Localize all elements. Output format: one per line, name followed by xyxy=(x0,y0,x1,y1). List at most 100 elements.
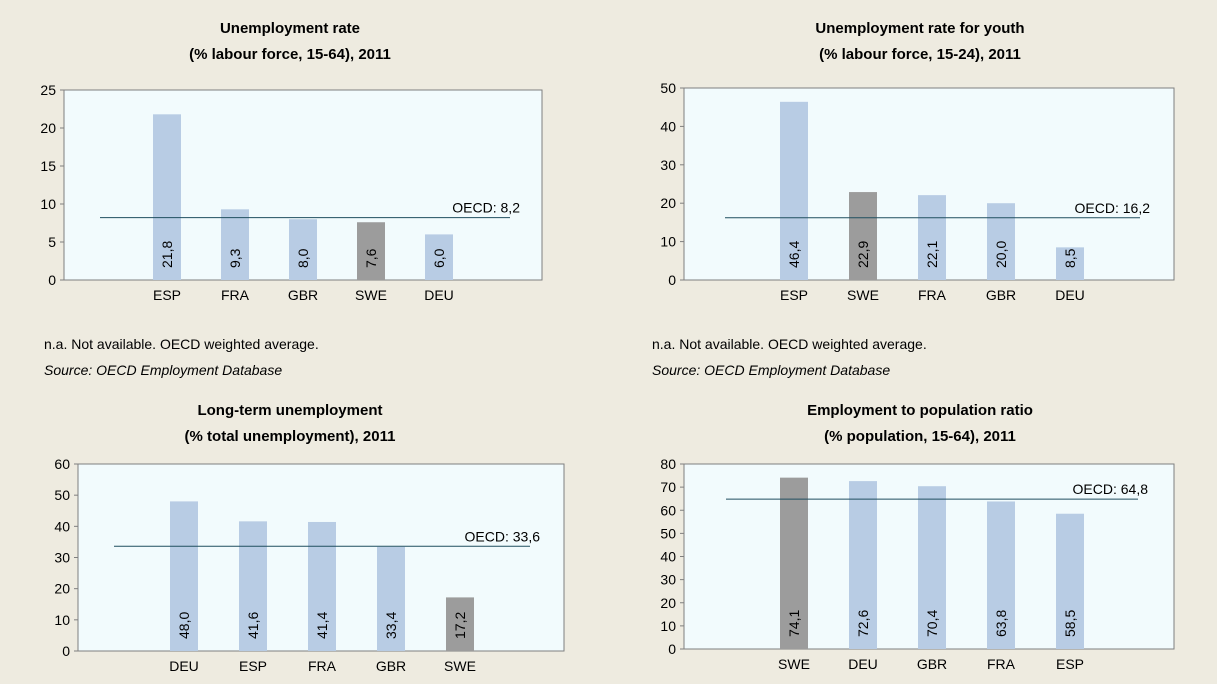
source-text: Source: OECD Employment Database xyxy=(652,362,891,378)
data-label: 33,4 xyxy=(383,612,399,639)
y-tick-label: 30 xyxy=(660,157,676,173)
note-text: n.a. Not available. OECD weighted averag… xyxy=(652,336,927,352)
x-tick-label: GBR xyxy=(917,656,947,672)
data-label: 41,4 xyxy=(314,612,330,639)
data-label: 46,4 xyxy=(786,241,802,268)
data-label: 48,0 xyxy=(176,612,192,639)
y-tick-label: 0 xyxy=(668,272,676,288)
note-text: n.a. Not available. OECD weighted averag… xyxy=(44,336,319,352)
data-label: 20,0 xyxy=(993,241,1009,268)
source-text: Source: OECD Employment Database xyxy=(44,362,283,378)
bar-gbr xyxy=(918,486,946,649)
bar-gbr xyxy=(289,219,317,280)
y-tick-label: 40 xyxy=(660,549,676,565)
y-tick-label: 10 xyxy=(660,618,676,634)
chart-title-line: Employment to population ratio xyxy=(807,402,1033,419)
y-tick-label: 5 xyxy=(48,234,56,250)
x-tick-label: FRA xyxy=(987,656,1016,672)
y-tick-label: 10 xyxy=(40,196,56,212)
y-tick-label: 0 xyxy=(62,643,70,659)
y-tick-label: 40 xyxy=(660,118,676,134)
x-tick-label: GBR xyxy=(288,287,318,303)
data-label: 17,2 xyxy=(452,612,468,639)
data-label: 22,9 xyxy=(855,241,871,268)
chart-employment-ratio: 0 10 20 30 40 50 60 70 80 SWE 74,1 DEU 72,6 GBR 70,4 FR… xyxy=(660,456,1175,672)
oecd-average-label: OECD: 8,2 xyxy=(452,200,520,216)
oecd-average-label: OECD: 16,2 xyxy=(1075,200,1151,216)
x-tick-label: ESP xyxy=(153,287,181,303)
bar-gbr xyxy=(377,546,405,651)
bar-esp xyxy=(239,521,267,651)
y-tick-label: 50 xyxy=(660,525,676,541)
bar-swe xyxy=(357,222,385,280)
chart-subtitle-line: (% population, 15-64), 2011 xyxy=(824,428,1016,445)
chart-subtitle-line: (% total unemployment), 2011 xyxy=(184,428,396,445)
chart-youth-unemployment: 0 10 20 30 40 50 ESP 46,4 SWE 22,9 FRA 22,1 GBR 20,0 D… xyxy=(660,80,1175,303)
data-label: 21,8 xyxy=(159,241,175,268)
data-label: 63,8 xyxy=(993,610,1009,637)
data-label: 72,6 xyxy=(855,610,871,637)
y-tick-label: 25 xyxy=(40,82,56,98)
y-tick-label: 0 xyxy=(668,641,676,657)
bar-deu xyxy=(1056,247,1084,280)
y-tick-label: 10 xyxy=(660,234,676,250)
data-label: 41,6 xyxy=(245,612,261,639)
bar-swe xyxy=(780,477,808,649)
x-tick-label: DEU xyxy=(848,656,878,672)
bar-fra xyxy=(221,209,249,280)
y-tick-label: 30 xyxy=(54,550,70,566)
x-tick-label: DEU xyxy=(1055,287,1085,303)
oecd-average-label: OECD: 33,6 xyxy=(465,528,541,544)
x-tick-label: FRA xyxy=(308,658,337,674)
chart-title-employment-ratio: Employment to population ratio (% popula… xyxy=(720,398,1120,450)
y-tick-label: 50 xyxy=(660,80,676,96)
chart-note-unemployment-rate: n.a. Not available. OECD weighted averag… xyxy=(44,331,544,383)
y-tick-label: 20 xyxy=(54,581,70,597)
bar-swe xyxy=(849,192,877,280)
y-tick-label: 0 xyxy=(48,272,56,288)
y-tick-label: 40 xyxy=(54,518,70,534)
chart-title-line: Unemployment rate xyxy=(219,20,361,37)
x-tick-label: SWE xyxy=(847,287,879,303)
data-label: 9,3 xyxy=(227,248,243,268)
bar-esp xyxy=(153,114,181,280)
chart-title-unemployment-rate: Unemployment rate (% labour force, 15-64… xyxy=(90,16,490,68)
y-tick-label: 70 xyxy=(660,479,676,495)
y-tick-label: 30 xyxy=(660,572,676,588)
y-tick-label: 10 xyxy=(54,612,70,628)
chart-title-long-term-unemployment: Long-term unemployment (% total unemploy… xyxy=(90,398,490,450)
x-tick-label: SWE xyxy=(778,656,810,672)
bar-gbr xyxy=(987,203,1015,280)
bar-esp xyxy=(1056,513,1084,649)
data-label: 8,5 xyxy=(1062,248,1078,268)
bar-deu xyxy=(849,481,877,649)
chart-long-term-unemployment: 0 10 20 30 40 50 60 DEU 48,0 ESP 41,6 FRA 41,4 GBR 33,… xyxy=(54,456,565,674)
y-tick-label: 60 xyxy=(54,456,70,472)
bar-fra xyxy=(987,501,1015,649)
chart-title-line: Long-term unemployment xyxy=(197,402,383,419)
x-tick-label: DEU xyxy=(424,287,454,303)
data-label: 7,6 xyxy=(363,248,379,268)
chart-subtitle-line: (% labour force, 15-24), 2011 xyxy=(819,46,1021,63)
x-tick-label: FRA xyxy=(918,287,947,303)
bar-deu xyxy=(170,501,198,651)
chart-title-youth-unemployment: Unemployment rate for youth (% labour fo… xyxy=(720,16,1120,68)
bar-deu xyxy=(425,234,453,280)
x-tick-label: SWE xyxy=(355,287,387,303)
y-tick-label: 60 xyxy=(660,502,676,518)
data-label: 74,1 xyxy=(786,610,802,637)
y-tick-label: 20 xyxy=(660,595,676,611)
data-label: 6,0 xyxy=(431,248,447,268)
data-label: 58,5 xyxy=(1062,610,1078,637)
x-tick-label: FRA xyxy=(221,287,250,303)
chart-subtitle-line: (% labour force, 15-64), 2011 xyxy=(189,46,391,63)
chart-unemployment-rate: 0 5 10 15 20 25 ESP 21,8 FRA 9,3 GBR 8,0 SWE 7,6 DEU 6,… xyxy=(40,82,543,303)
y-tick-label: 50 xyxy=(54,487,70,503)
bar-swe xyxy=(446,597,474,651)
x-tick-label: ESP xyxy=(1056,656,1084,672)
x-tick-label: DEU xyxy=(169,658,199,674)
x-tick-label: GBR xyxy=(376,658,406,674)
data-label: 70,4 xyxy=(924,610,940,637)
x-tick-label: SWE xyxy=(444,658,476,674)
y-tick-label: 15 xyxy=(40,158,56,174)
